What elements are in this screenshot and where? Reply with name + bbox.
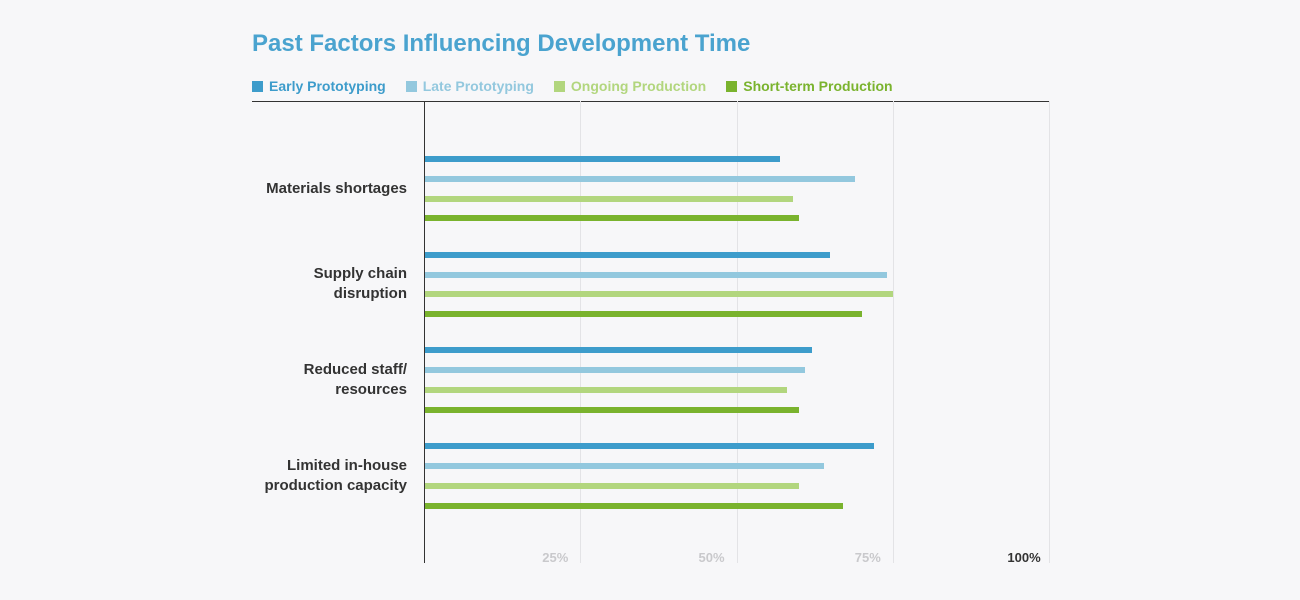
category-label-line: Limited in-house — [287, 456, 407, 474]
category-label: Supply chain disruption — [247, 264, 407, 304]
legend-swatch — [726, 80, 738, 92]
category-label-line: Reduced staff/ — [303, 361, 407, 379]
category-label: Limited in-house production capacity — [247, 456, 407, 496]
legend-item-ongoing-production[interactable]: Ongoing Production — [553, 78, 707, 94]
x-tick-label: 75% — [854, 550, 881, 565]
legend-item-early-prototyping[interactable]: Early Prototyping — [252, 78, 386, 94]
bar[interactable] — [424, 271, 887, 278]
bar[interactable] — [424, 502, 843, 509]
bar[interactable] — [424, 195, 793, 202]
legend-swatch — [553, 80, 565, 92]
legend: Early Prototyping Late Prototyping Ongoi… — [252, 78, 893, 94]
x-tick-label: 25% — [542, 550, 569, 565]
bar[interactable] — [424, 406, 799, 413]
legend-label: Short-term Production — [743, 78, 893, 94]
legend-label: Early Prototyping — [269, 78, 386, 94]
bar[interactable] — [424, 367, 806, 374]
gridline — [1049, 101, 1050, 563]
legend-item-short-term-production[interactable]: Short-term Production — [726, 78, 893, 94]
chart-title: Past Factors Influencing Development Tim… — [252, 30, 751, 57]
legend-item-late-prototyping[interactable]: Late Prototyping — [405, 78, 534, 94]
category-label-line: Supply chain — [313, 265, 407, 283]
gridline — [892, 101, 894, 563]
category-label: Materials shortages — [247, 179, 407, 199]
y-axis-line — [424, 101, 425, 563]
category-label-line: resources — [335, 381, 407, 399]
bar[interactable] — [424, 175, 856, 182]
bar[interactable] — [424, 215, 799, 222]
bar[interactable] — [424, 443, 874, 450]
gridline — [580, 101, 582, 563]
category-label-line: disruption — [333, 285, 407, 303]
legend-swatch — [252, 80, 263, 92]
legend-label: Late Prototyping — [422, 78, 534, 94]
bar[interactable] — [424, 291, 893, 298]
bar[interactable] — [424, 462, 824, 469]
x-tick-label: 100% — [1007, 550, 1041, 565]
category-label: Reduced staff/resources — [247, 360, 407, 400]
x-tick-label: 50% — [698, 550, 725, 565]
bar[interactable] — [424, 482, 799, 489]
category-label-line: Materials shortages — [266, 179, 407, 197]
gridline — [736, 101, 738, 563]
bar[interactable] — [424, 251, 831, 258]
legend-swatch — [405, 80, 417, 92]
bar[interactable] — [424, 387, 787, 393]
bar[interactable] — [424, 156, 781, 162]
bar[interactable] — [424, 347, 812, 354]
legend-divider — [252, 101, 1049, 102]
bar[interactable] — [424, 311, 862, 318]
category-label-line: production capacity — [264, 476, 407, 494]
legend-label: Ongoing Production — [570, 78, 707, 94]
